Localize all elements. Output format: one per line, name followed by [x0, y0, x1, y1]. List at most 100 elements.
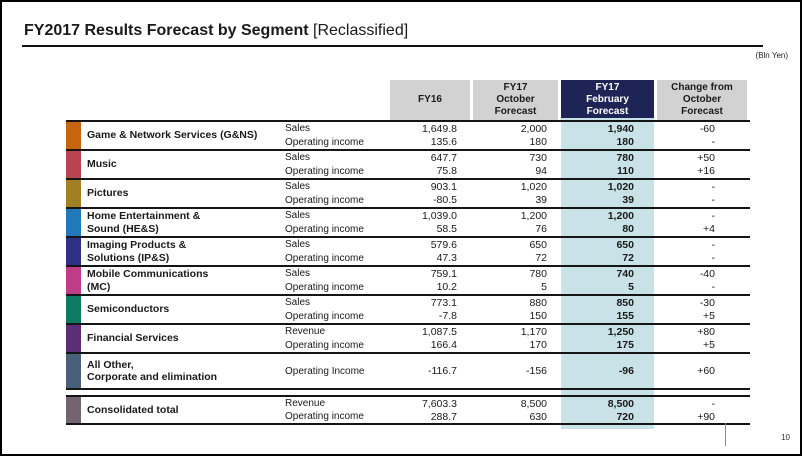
segment-color-marker — [66, 209, 81, 236]
segment-color-marker — [66, 325, 81, 352]
change-value: - — [711, 397, 716, 410]
column-header-february-forecast: FY17 February Forecast — [561, 80, 654, 120]
segment-name: Consolidated total — [87, 403, 179, 416]
fy16-value: 1,087.5 — [421, 325, 457, 338]
segment-color-marker — [66, 397, 81, 423]
fy16-value: 903.1 — [430, 180, 457, 193]
table-row-mc: Mobile Communications (MC) Sales Operatin… — [66, 265, 750, 294]
february-forecast-value: 720 — [616, 410, 634, 423]
october-forecast-value: -156 — [525, 365, 547, 377]
february-forecast-value: 1,250 — [607, 325, 634, 338]
october-forecast-value: 180 — [529, 136, 547, 149]
row-label: Operating income — [285, 194, 364, 206]
segment-color-marker — [66, 122, 81, 149]
row-label: Sales — [285, 152, 311, 164]
october-forecast-value: 76 — [535, 223, 547, 236]
segment-name: Game & Network Services (G&NS) — [87, 129, 258, 142]
fy16-value: -7.8 — [438, 310, 457, 323]
october-forecast-value: 650 — [529, 238, 547, 251]
change-value: +90 — [697, 410, 715, 423]
february-forecast-value: 780 — [616, 151, 634, 164]
row-label: Operating income — [285, 223, 364, 235]
row-label: Sales — [285, 181, 311, 193]
table-row-ips: Imaging Products & Solutions (IP&S) Sale… — [66, 236, 750, 265]
october-forecast-value: 1,200 — [520, 209, 547, 222]
change-value: +60 — [697, 365, 715, 377]
segment-name: Home Entertainment & Sound (HE&S) — [87, 210, 201, 235]
segment-color-marker — [66, 180, 81, 207]
table-row-consolidated-total: Consolidated total Revenue Operating inco… — [66, 395, 750, 425]
fy16-value: 58.5 — [436, 223, 457, 236]
table-row-pictures: Pictures Sales Operating income 903.1 -80.… — [66, 178, 750, 207]
fy16-value: 1,039.0 — [421, 209, 457, 222]
row-label: Revenue — [285, 326, 326, 338]
october-forecast-value: 2,000 — [520, 122, 547, 135]
segment-name: Semiconductors — [87, 303, 170, 316]
october-forecast-value: 170 — [529, 339, 547, 352]
fy16-value: -80.5 — [433, 194, 457, 207]
february-forecast-value: 110 — [617, 165, 634, 178]
february-forecast-value: 1,200 — [607, 209, 634, 222]
table-row-all-other: All Other, Corporate and elimination Ope… — [66, 352, 750, 388]
february-forecast-value: 175 — [616, 339, 634, 352]
fy16-value: 759.1 — [430, 267, 457, 280]
segment-name: Pictures — [87, 187, 129, 200]
change-value: +5 — [703, 310, 715, 323]
change-value: +4 — [703, 223, 715, 236]
change-value: -30 — [699, 296, 715, 309]
segment-name: Financial Services — [87, 332, 179, 345]
fy16-value: 7,603.3 — [421, 397, 457, 410]
segment-color-marker — [66, 296, 81, 323]
change-value: -40 — [699, 267, 715, 280]
title-underline — [22, 45, 763, 47]
october-forecast-value: 72 — [535, 252, 547, 265]
row-label: Operating income — [285, 339, 364, 351]
segment-name: All Other, Corporate and elimination — [87, 358, 218, 383]
fy16-value: 647.7 — [430, 151, 457, 164]
february-forecast-value: 5 — [628, 281, 634, 294]
change-value: +50 — [697, 151, 715, 164]
change-value: +80 — [697, 325, 715, 338]
row-label: Revenue — [285, 398, 326, 409]
february-forecast-value: 8,500 — [607, 397, 634, 410]
row-label: Operating income — [285, 165, 364, 177]
october-forecast-value: 780 — [529, 267, 547, 280]
change-value: - — [711, 252, 716, 265]
fy16-value: 1,649.8 — [421, 122, 457, 135]
row-label: Operating income — [285, 281, 364, 293]
change-value: - — [711, 209, 716, 222]
segment-color-marker — [66, 354, 81, 388]
february-forecast-highlight-band — [561, 118, 654, 429]
row-label: Sales — [285, 123, 311, 135]
table-row-gns: Game & Network Services (G&NS) Sales Oper… — [66, 120, 750, 149]
consolidated-total-table: Consolidated total Revenue Operating inco… — [66, 395, 750, 425]
unit-note: (Bln Yen) — [755, 51, 788, 60]
segment-name: Imaging Products & Solutions (IP&S) — [87, 239, 187, 264]
row-label: Sales — [285, 239, 311, 251]
row-label: Sales — [285, 297, 311, 309]
table-row-hes: Home Entertainment & Sound (HE&S) Sales O… — [66, 207, 750, 236]
february-forecast-value: 72 — [622, 252, 634, 265]
segment-color-marker — [66, 267, 81, 294]
february-forecast-value: 740 — [616, 267, 634, 280]
october-forecast-value: 39 — [535, 194, 547, 207]
fy16-value: 135.6 — [430, 136, 457, 149]
october-forecast-value: 150 — [529, 310, 547, 323]
change-value: +5 — [703, 339, 715, 352]
october-forecast-value: 880 — [529, 296, 547, 309]
row-label: Operating income — [285, 136, 364, 148]
fy16-value: 10.2 — [436, 281, 457, 294]
october-forecast-value: 5 — [541, 281, 547, 294]
october-forecast-value: 630 — [529, 410, 547, 423]
row-label: Sales — [285, 268, 311, 280]
change-value: - — [711, 238, 716, 251]
fy16-value: 166.4 — [430, 339, 457, 352]
row-label: Sales — [285, 210, 311, 222]
february-forecast-value: 650 — [616, 238, 634, 251]
segment-color-marker — [66, 238, 81, 265]
page-title-tag: [Reclassified] — [313, 22, 409, 39]
february-forecast-value: 1,020 — [607, 180, 634, 193]
fy16-value: 47.3 — [436, 252, 457, 265]
october-forecast-value: 1,170 — [520, 325, 547, 338]
